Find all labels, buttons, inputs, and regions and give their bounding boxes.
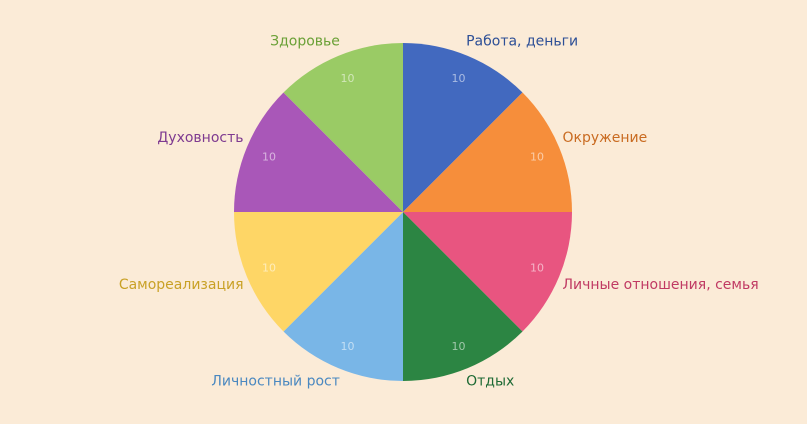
pie-slice[interactable] <box>403 92 572 213</box>
pie-slices <box>234 43 572 381</box>
pie-slice[interactable] <box>234 212 403 332</box>
slice-category-label: Самореализация <box>119 277 244 293</box>
pie-slice[interactable] <box>403 212 523 381</box>
slice-value-label: 10 <box>341 340 355 353</box>
slice-category-label: Личностный рост <box>211 374 340 390</box>
slice-category-label: Личные отношения, семья <box>563 277 759 293</box>
slice-category-label: Работа, деньги <box>466 34 578 50</box>
slice-value-label: 10 <box>530 262 544 275</box>
slice-value-label: 10 <box>530 151 544 164</box>
slice-value-label: 10 <box>341 72 355 85</box>
slice-value-label: 10 <box>452 340 466 353</box>
slice-category-label: Духовность <box>157 130 243 146</box>
value-labels: 10 10 10 10 10 10 10 10 <box>262 72 544 353</box>
slice-value-label: 10 <box>262 262 276 275</box>
pie-slice[interactable] <box>403 43 523 212</box>
slice-category-label: Здоровье <box>270 34 340 50</box>
slice-value-label: 10 <box>262 151 276 164</box>
category-labels: Работа, деньги Окружение Личные отношения,… <box>119 34 759 390</box>
pie-slice[interactable] <box>234 92 403 213</box>
pie-slice[interactable] <box>283 43 404 212</box>
pie-slice[interactable] <box>403 212 572 332</box>
slice-value-label: 10 <box>452 72 466 85</box>
slice-category-label: Отдых <box>466 374 514 390</box>
slice-category-label: Окружение <box>563 130 648 146</box>
pie-slice[interactable] <box>283 212 404 381</box>
